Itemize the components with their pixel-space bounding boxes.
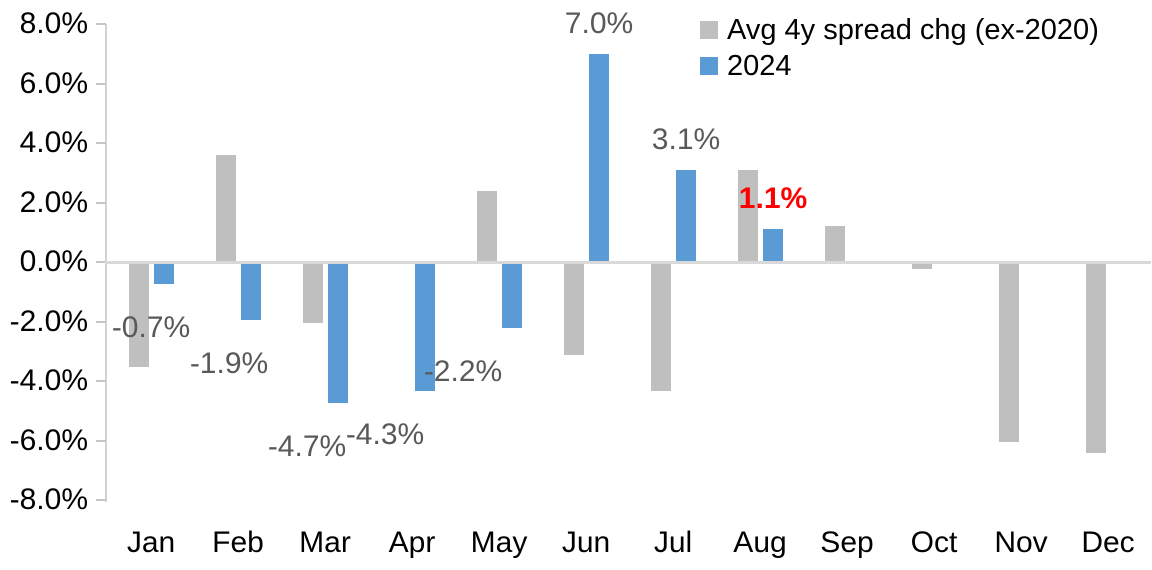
y-axis-tick-mark: [96, 321, 106, 323]
y-axis-tick-mark: [96, 142, 106, 144]
bar-jul-2024: [676, 170, 696, 262]
bar-may-avg: [477, 191, 497, 262]
y-axis-tick-label: 6.0%: [19, 66, 88, 100]
y-axis-tick-label: 0.0%: [19, 245, 88, 278]
x-axis-label-aug: Aug: [733, 526, 787, 559]
data-label-jul: 3.1%: [651, 123, 721, 156]
bar-mar-2024: [328, 263, 348, 403]
bar-jan-avg: [129, 263, 149, 367]
bar-feb-2024: [241, 263, 261, 320]
legend-item-avg-4y-spread: Avg 4y spread chg (ex-2020): [700, 12, 1099, 48]
legend-item-2024: 2024: [700, 48, 1099, 84]
y-axis-tick-mark: [96, 83, 106, 85]
data-label-apr: -4.3%: [345, 418, 425, 451]
bar-dec-avg: [1086, 263, 1106, 453]
bar-jun-2024: [589, 54, 609, 262]
data-label-jan: -0.7%: [111, 311, 191, 344]
data-label-feb: -1.9%: [189, 347, 269, 380]
x-axis-label-feb: Feb: [212, 526, 264, 559]
x-axis-label-jan: Jan: [126, 526, 176, 559]
y-axis-tick-label: -2.0%: [9, 304, 88, 338]
y-axis-tick-mark: [96, 261, 106, 263]
bar-jul-avg: [651, 263, 671, 391]
bar-jan-2024: [154, 263, 174, 284]
y-axis-tick-label: 4.0%: [19, 126, 88, 159]
y-axis-tick-mark: [96, 499, 106, 501]
bar-sep-avg: [825, 226, 845, 262]
bar-nov-avg: [999, 263, 1019, 442]
data-label-jun: 7.0%: [564, 7, 634, 40]
x-axis-label-jul: Jul: [653, 526, 693, 559]
x-axis-label-dec: Dec: [1081, 526, 1135, 559]
legend-label-2024: 2024: [727, 49, 792, 82]
y-axis-tick-mark: [96, 202, 106, 204]
y-axis-tick-label: -6.0%: [9, 423, 88, 457]
bar-mar-avg: [303, 263, 323, 323]
x-axis-label-oct: Oct: [910, 526, 958, 559]
legend: Avg 4y spread chg (ex-2020) 2024: [700, 12, 1099, 84]
bar-aug-2024: [763, 229, 783, 262]
legend-label-avg-4y-spread: Avg 4y spread chg (ex-2020): [727, 13, 1099, 46]
x-axis-label-may: May: [470, 526, 528, 559]
data-label-may: -2.2%: [423, 355, 503, 388]
y-axis-tick-mark: [96, 23, 106, 25]
legend-swatch-avg-4y-spread: [700, 21, 718, 39]
y-axis-tick-label: -8.0%: [9, 483, 88, 516]
y-axis-tick-label: 8.0%: [19, 7, 88, 40]
bar-apr-2024: [415, 263, 435, 391]
bar-aug-avg: [738, 170, 758, 262]
y-axis-tick-label: -4.0%: [9, 364, 88, 397]
legend-swatch-2024: [700, 57, 718, 75]
y-axis-tick-mark: [96, 440, 106, 442]
bar-jun-avg: [564, 263, 584, 355]
bar-feb-avg: [216, 155, 236, 262]
x-axis-label-apr: Apr: [388, 526, 436, 559]
bar-may-2024: [502, 263, 522, 328]
y-axis-tick-label: 2.0%: [19, 185, 88, 219]
x-axis-label-mar: Mar: [299, 526, 351, 559]
bar-oct-avg: [912, 263, 932, 269]
data-label-aug: 1.1%: [738, 182, 808, 215]
y-axis-tick-mark: [96, 380, 106, 382]
zero-axis-line: [105, 261, 1151, 264]
x-axis-label-sep: Sep: [820, 526, 874, 559]
x-axis-label-nov: Nov: [994, 526, 1048, 559]
data-label-mar: -4.7%: [267, 430, 347, 463]
x-axis-label-jun: Jun: [561, 526, 611, 559]
